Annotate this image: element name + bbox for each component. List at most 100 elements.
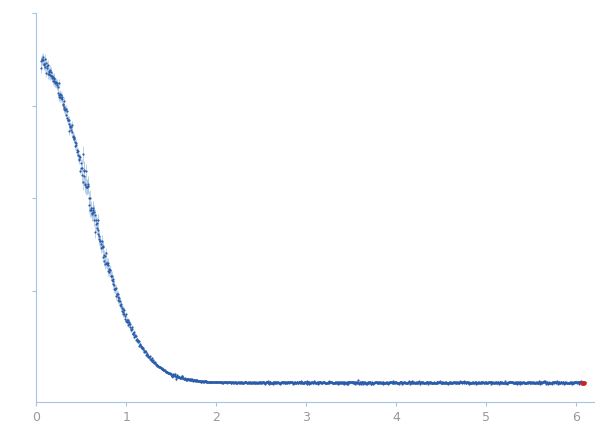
Point bbox=[346, 379, 356, 386]
Point bbox=[88, 205, 98, 212]
Point bbox=[396, 379, 406, 386]
Point bbox=[367, 380, 376, 387]
Point bbox=[365, 379, 375, 386]
Point bbox=[574, 378, 584, 385]
Point bbox=[331, 379, 341, 386]
Point bbox=[535, 378, 545, 385]
Point bbox=[377, 379, 387, 386]
Point bbox=[547, 380, 557, 387]
Point bbox=[332, 378, 342, 385]
Point bbox=[338, 380, 347, 387]
Point bbox=[447, 379, 456, 386]
Point bbox=[548, 379, 558, 386]
Point bbox=[446, 380, 456, 387]
Point bbox=[278, 379, 287, 386]
Point bbox=[410, 379, 419, 386]
Point bbox=[561, 379, 571, 386]
Point bbox=[431, 379, 441, 386]
Point bbox=[530, 379, 539, 386]
Point bbox=[96, 241, 105, 248]
Point bbox=[228, 379, 238, 386]
Point bbox=[413, 378, 423, 385]
Point bbox=[130, 332, 139, 339]
Point bbox=[267, 380, 276, 387]
Point bbox=[360, 379, 370, 386]
Point bbox=[54, 92, 64, 99]
Point bbox=[41, 55, 50, 62]
Point bbox=[425, 379, 435, 386]
Point bbox=[139, 348, 148, 355]
Point bbox=[426, 379, 436, 386]
Point bbox=[524, 378, 533, 385]
Point bbox=[150, 359, 159, 366]
Point bbox=[159, 366, 168, 373]
Point bbox=[50, 74, 59, 81]
Point bbox=[435, 378, 445, 385]
Point bbox=[357, 378, 367, 385]
Point bbox=[124, 321, 134, 328]
Point bbox=[68, 134, 78, 141]
Point bbox=[534, 378, 544, 385]
Point bbox=[230, 379, 239, 386]
Point bbox=[52, 82, 62, 89]
Point bbox=[85, 194, 95, 201]
Point bbox=[85, 207, 95, 214]
Point bbox=[201, 377, 211, 384]
Point bbox=[76, 167, 85, 174]
Point bbox=[388, 378, 398, 385]
Point bbox=[187, 377, 197, 384]
Point bbox=[519, 379, 529, 386]
Point bbox=[108, 280, 118, 287]
Point bbox=[542, 378, 551, 385]
Point bbox=[290, 380, 300, 387]
Point bbox=[114, 295, 124, 302]
Point bbox=[579, 380, 588, 387]
Point bbox=[99, 257, 108, 264]
Point bbox=[79, 166, 88, 173]
Point bbox=[506, 378, 516, 385]
Point bbox=[116, 303, 126, 310]
Point bbox=[255, 379, 264, 386]
Point bbox=[192, 377, 202, 384]
Point bbox=[390, 380, 399, 387]
Point bbox=[44, 70, 54, 77]
Point bbox=[180, 375, 190, 382]
Point bbox=[515, 379, 525, 386]
Point bbox=[491, 379, 501, 386]
Point bbox=[87, 210, 96, 217]
Point bbox=[561, 380, 570, 387]
Point bbox=[314, 378, 324, 385]
Point bbox=[551, 378, 561, 385]
Point bbox=[439, 379, 448, 386]
Point bbox=[271, 379, 281, 386]
Point bbox=[373, 379, 382, 386]
Point bbox=[50, 79, 60, 86]
Point bbox=[291, 380, 301, 387]
Point bbox=[433, 379, 443, 386]
Point bbox=[204, 378, 213, 385]
Point bbox=[147, 357, 157, 364]
Point bbox=[325, 378, 335, 385]
Point bbox=[395, 378, 405, 385]
Point bbox=[173, 373, 183, 380]
Point bbox=[92, 220, 102, 227]
Point bbox=[218, 378, 227, 385]
Point bbox=[500, 379, 510, 386]
Point bbox=[162, 369, 172, 376]
Point bbox=[253, 379, 262, 386]
Point bbox=[299, 379, 308, 386]
Point bbox=[64, 117, 73, 124]
Point bbox=[518, 379, 528, 386]
Point bbox=[125, 321, 135, 328]
Point bbox=[196, 378, 206, 385]
Point bbox=[566, 380, 576, 387]
Point bbox=[456, 379, 465, 386]
Point bbox=[556, 379, 565, 386]
Point bbox=[295, 379, 305, 386]
Point bbox=[266, 379, 276, 386]
Point bbox=[391, 378, 401, 385]
Point bbox=[351, 378, 361, 385]
Point bbox=[225, 379, 235, 386]
Point bbox=[196, 378, 205, 385]
Point bbox=[381, 379, 390, 386]
